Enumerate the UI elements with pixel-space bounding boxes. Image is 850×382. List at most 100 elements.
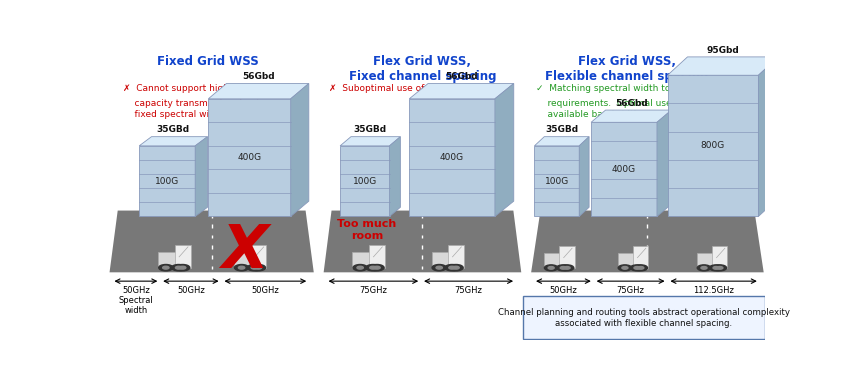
Text: 100G: 100G	[353, 176, 377, 186]
FancyBboxPatch shape	[448, 245, 464, 268]
Circle shape	[449, 266, 456, 269]
Text: Channel planning and routing tools abstract operational complexity
associated wi: Channel planning and routing tools abstr…	[498, 308, 790, 328]
Text: Flex Grid WSS,
Flexible channel spacing: Flex Grid WSS, Flexible channel spacing	[545, 55, 708, 83]
Polygon shape	[531, 210, 763, 272]
Circle shape	[557, 265, 570, 271]
Circle shape	[638, 267, 643, 269]
FancyBboxPatch shape	[369, 245, 385, 268]
FancyBboxPatch shape	[523, 296, 765, 339]
Text: 100G: 100G	[545, 176, 569, 186]
Circle shape	[453, 266, 459, 269]
Text: X: X	[221, 222, 268, 281]
Circle shape	[252, 266, 258, 269]
FancyBboxPatch shape	[591, 122, 657, 217]
Text: 35GBd: 35GBd	[354, 125, 387, 134]
Text: 95Gbd: 95Gbd	[706, 45, 740, 55]
Text: Fixed Grid WSS: Fixed Grid WSS	[157, 55, 259, 68]
Text: requirements.  Optimal use of
    available bandwidth.: requirements. Optimal use of available b…	[536, 99, 683, 119]
FancyBboxPatch shape	[432, 252, 461, 268]
Text: 50GHz: 50GHz	[252, 286, 279, 295]
Text: 800G: 800G	[701, 141, 725, 151]
Polygon shape	[324, 210, 521, 272]
FancyBboxPatch shape	[410, 99, 495, 217]
Circle shape	[445, 264, 459, 271]
Text: 400G: 400G	[440, 153, 464, 162]
Polygon shape	[196, 137, 207, 217]
Text: 400G: 400G	[612, 165, 636, 174]
Circle shape	[252, 264, 265, 271]
Circle shape	[432, 264, 446, 271]
FancyBboxPatch shape	[251, 245, 266, 268]
Polygon shape	[139, 137, 207, 146]
Circle shape	[564, 267, 570, 269]
Circle shape	[370, 264, 384, 271]
Circle shape	[238, 266, 245, 269]
Text: 75GHz: 75GHz	[360, 286, 388, 295]
Text: 75GHz: 75GHz	[617, 286, 644, 295]
Circle shape	[560, 265, 574, 271]
Text: 56Gbd: 56Gbd	[242, 72, 275, 81]
Circle shape	[560, 267, 566, 269]
Circle shape	[159, 264, 173, 271]
Text: 50GHz
Spectral
width: 50GHz Spectral width	[118, 286, 153, 316]
Polygon shape	[667, 57, 779, 75]
FancyBboxPatch shape	[158, 252, 187, 268]
Circle shape	[366, 264, 380, 271]
Text: 75GHz: 75GHz	[455, 286, 483, 295]
Text: Flex Grid WSS,
Fixed channel spacing: Flex Grid WSS, Fixed channel spacing	[348, 55, 496, 83]
FancyBboxPatch shape	[667, 75, 758, 217]
Text: 56Gbd: 56Gbd	[615, 99, 648, 108]
Circle shape	[701, 267, 707, 269]
Circle shape	[622, 267, 628, 269]
Circle shape	[449, 264, 463, 271]
Circle shape	[631, 265, 643, 271]
Text: 112.5GHz: 112.5GHz	[694, 286, 734, 295]
Circle shape	[713, 267, 719, 269]
Text: 50GHz: 50GHz	[177, 286, 205, 295]
FancyBboxPatch shape	[633, 246, 649, 268]
Circle shape	[717, 267, 722, 269]
FancyBboxPatch shape	[712, 246, 728, 268]
Polygon shape	[657, 110, 672, 217]
Polygon shape	[208, 84, 309, 99]
Text: ✗  Cannot support higher: ✗ Cannot support higher	[122, 84, 238, 93]
Circle shape	[357, 266, 363, 269]
Polygon shape	[110, 210, 314, 272]
Circle shape	[548, 267, 554, 269]
Circle shape	[172, 264, 186, 271]
Text: Too much
room: Too much room	[337, 219, 397, 241]
Polygon shape	[535, 137, 589, 146]
Polygon shape	[410, 84, 513, 99]
Circle shape	[697, 265, 711, 271]
Circle shape	[162, 266, 169, 269]
Polygon shape	[389, 137, 400, 217]
Circle shape	[634, 267, 640, 269]
Text: ✓  Matching spectral width to: ✓ Matching spectral width to	[536, 84, 670, 93]
Circle shape	[175, 266, 182, 269]
FancyBboxPatch shape	[208, 99, 291, 217]
Circle shape	[544, 265, 558, 271]
Polygon shape	[340, 137, 400, 146]
Circle shape	[436, 266, 442, 269]
FancyBboxPatch shape	[697, 253, 724, 268]
Circle shape	[176, 264, 190, 271]
Circle shape	[235, 264, 249, 271]
Text: ✗  Suboptimal use of bandwidth: ✗ Suboptimal use of bandwidth	[329, 84, 475, 93]
Text: 100G: 100G	[155, 176, 179, 186]
FancyBboxPatch shape	[535, 146, 579, 217]
Text: 400G: 400G	[237, 153, 262, 162]
Polygon shape	[579, 137, 589, 217]
Circle shape	[634, 265, 648, 271]
Polygon shape	[591, 110, 672, 122]
Circle shape	[353, 264, 367, 271]
Circle shape	[374, 266, 380, 269]
Polygon shape	[495, 84, 513, 217]
Circle shape	[370, 266, 377, 269]
Text: capacity transmission due to
    fixed spectral width: capacity transmission due to fixed spect…	[122, 99, 265, 119]
FancyBboxPatch shape	[353, 252, 382, 268]
Text: 50GHz: 50GHz	[550, 286, 577, 295]
Circle shape	[247, 264, 262, 271]
Text: 35GBd: 35GBd	[545, 125, 578, 134]
FancyBboxPatch shape	[559, 246, 575, 268]
FancyBboxPatch shape	[139, 146, 196, 217]
